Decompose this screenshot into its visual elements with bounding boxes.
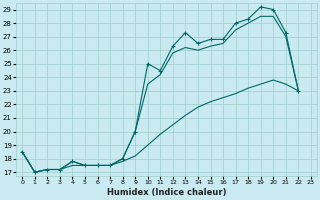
X-axis label: Humidex (Indice chaleur): Humidex (Indice chaleur) xyxy=(107,188,226,197)
